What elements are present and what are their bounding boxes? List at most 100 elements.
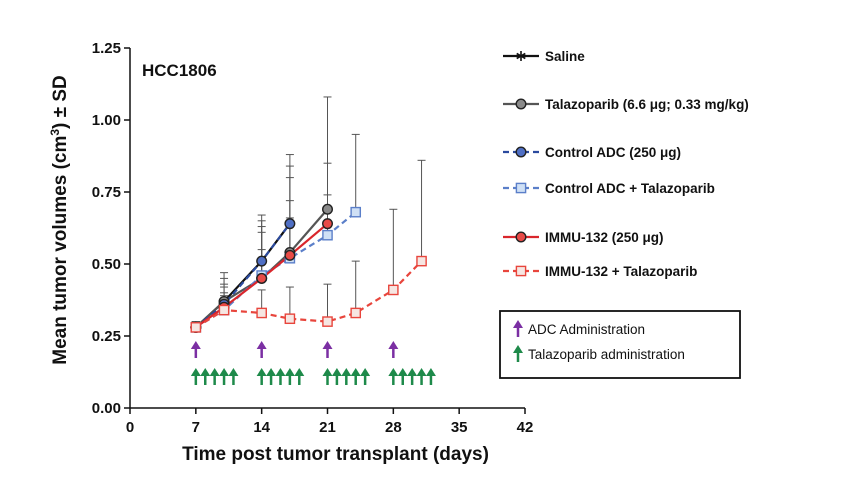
legend-label: Control ADC (250 μg) (545, 145, 681, 160)
arrow-head (190, 368, 201, 376)
dosing-legend-label: Talazoparib administration (528, 347, 685, 362)
talazoparib-arrow (266, 368, 277, 385)
legend: Saline Talazoparib (6.6 μg; 0.33 mg/kg) Co… (503, 49, 749, 279)
y-axis-title: Mean tumor volumes (cm3) ± SD (48, 75, 71, 365)
legend-entry: IMMU-132 (250 μg) (503, 230, 664, 245)
error-bar (417, 159, 426, 262)
talazoparib-arrow (397, 368, 408, 385)
arrow-head (350, 368, 361, 376)
arrow-head (388, 341, 399, 349)
series-markers (190, 203, 427, 333)
adc-arrow (190, 341, 201, 358)
x-tick-label: 42 (517, 419, 534, 436)
talazoparib-arrow (322, 368, 333, 385)
talazoparib-arrow (190, 368, 201, 385)
arrow-head (341, 368, 352, 376)
dosing-legend-entry: Talazoparib administration (513, 345, 685, 362)
legend-label: Saline (545, 49, 585, 64)
data-point (190, 322, 202, 333)
talazoparib-arrow (350, 368, 361, 385)
y-tick-label: 1.25 (92, 40, 121, 57)
adc-arrow (256, 341, 267, 358)
legend-swatch-marker (515, 265, 527, 277)
legend-label: Control ADC + Talazoparib (545, 181, 715, 196)
data-point (350, 307, 362, 319)
legend-label: Talazoparib (6.6 μg; 0.33 mg/kg) (545, 97, 749, 112)
legend-swatch-marker (515, 98, 527, 110)
data-point (284, 313, 296, 325)
arrow-head (416, 368, 427, 376)
data-point (256, 307, 267, 319)
legend-swatch-marker (515, 146, 527, 158)
arrow-head (407, 368, 418, 376)
x-tick-label: 35 (451, 419, 468, 436)
error-bar (351, 133, 360, 213)
talazoparib-arrow (284, 368, 295, 385)
talazoparib-arrow (360, 368, 371, 385)
data-point (322, 316, 333, 327)
legend-label: IMMU-132 + Talazoparib (545, 264, 697, 279)
talazoparib-arrow (331, 368, 342, 385)
data-point (218, 304, 230, 316)
arrow-head (322, 368, 333, 376)
arrow-head (513, 320, 523, 328)
x-tick-label: 21 (319, 419, 336, 436)
talazoparib-arrow (294, 368, 305, 385)
data-point (284, 249, 296, 261)
legend-label: IMMU-132 (250 μg) (545, 230, 664, 245)
talazoparib-arrow (416, 368, 427, 385)
arrow-head (200, 368, 211, 376)
y-tick-label: 0.25 (92, 328, 121, 345)
series-line (195, 260, 423, 329)
asterisk-stroke (516, 52, 526, 60)
legend-entry: Talazoparib (6.6 μg; 0.33 mg/kg) (503, 97, 749, 112)
error-bar (389, 208, 398, 290)
x-tick-label: 7 (192, 419, 200, 436)
series-line (195, 223, 291, 329)
arrow-head (219, 368, 230, 376)
arrow-head (322, 341, 333, 349)
arrow-head (266, 368, 277, 376)
x-axis-title: Time post tumor transplant (days) (182, 444, 489, 465)
data-point (416, 255, 427, 267)
dosing-legend-arrow (513, 345, 523, 362)
arrow-head (397, 368, 408, 376)
x-tick-label: 14 (253, 419, 270, 436)
data-point (350, 206, 362, 218)
dosing-legend-entry: ADC Administration (513, 320, 645, 337)
data-point (256, 255, 268, 267)
y-tick-label: 0.50 (92, 256, 121, 273)
data-point (322, 203, 334, 215)
arrow-head (209, 368, 220, 376)
legend-entry: Control ADC + Talazoparib (503, 181, 715, 196)
error-bar (351, 260, 360, 313)
arrow-head (360, 368, 371, 376)
axes: 0.00 0.25 0.50 0.75 1.00 1.25 0 7 14 21 28 35 42 Time… (48, 40, 533, 465)
legend-entry: Saline (503, 49, 585, 64)
arrow-head (388, 368, 399, 376)
legend-swatch-marker (515, 182, 527, 194)
data-point (256, 272, 268, 284)
legend-entry: Control ADC (250 μg) (503, 145, 681, 160)
data-point (388, 284, 399, 296)
arrow-head (256, 368, 267, 376)
y-tick-label: 1.00 (92, 112, 121, 129)
data-point (284, 218, 296, 230)
talazoparib-arrow (219, 368, 230, 385)
arrow-head (228, 368, 239, 376)
arrow-head (284, 368, 295, 376)
error-bar (323, 283, 332, 322)
legend-swatch-marker (516, 51, 526, 61)
y-tick-label: 0.75 (92, 184, 121, 201)
arrow-head (331, 368, 342, 376)
talazoparib-arrow (209, 368, 220, 385)
legend-entry: IMMU-132 + Talazoparib (503, 264, 697, 279)
talazoparib-arrow (228, 368, 239, 385)
dosing-legend-arrow (513, 320, 523, 337)
dosing-legend-box (499, 310, 741, 379)
adc-arrow (322, 341, 333, 358)
dosing-legend: ADC Administration Talazoparib administra… (499, 310, 741, 379)
arrow-head (256, 341, 267, 349)
data-point (322, 229, 333, 241)
